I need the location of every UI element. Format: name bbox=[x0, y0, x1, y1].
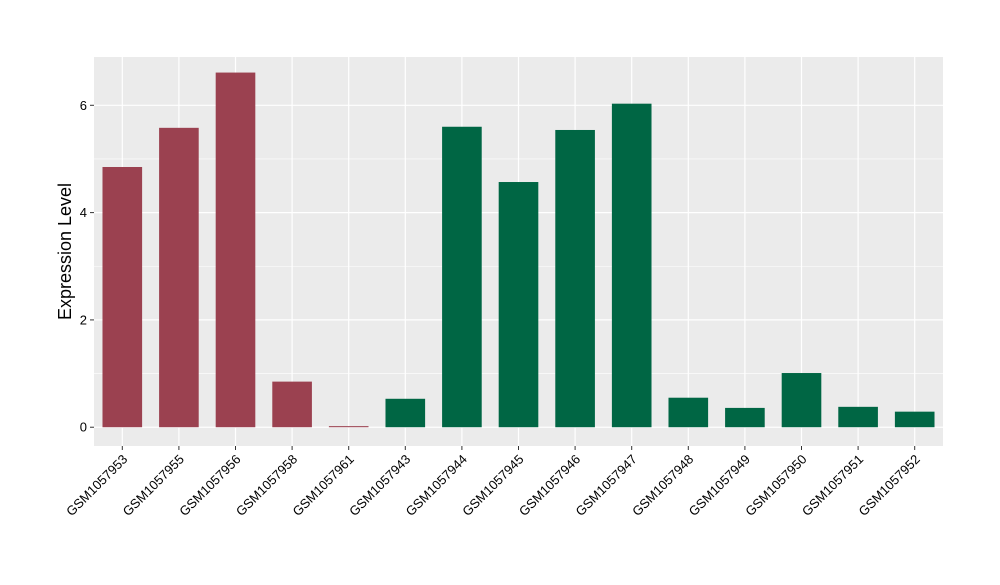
bar-GSM1057949 bbox=[725, 407, 765, 428]
bar-GSM1057956 bbox=[215, 72, 256, 428]
y-axis-title: Expression Level bbox=[55, 183, 75, 320]
bar-GSM1057958 bbox=[272, 381, 312, 428]
y-tick-label: 2 bbox=[80, 312, 87, 327]
bar-GSM1057943 bbox=[385, 398, 426, 428]
bar-GSM1057955 bbox=[159, 127, 199, 428]
bar-GSM1057961 bbox=[328, 426, 369, 428]
bar-GSM1057947 bbox=[611, 103, 652, 428]
bar-layer bbox=[102, 72, 935, 428]
y-tick-label: 4 bbox=[80, 205, 87, 220]
bar-GSM1057948 bbox=[668, 397, 709, 428]
bar-GSM1057945 bbox=[498, 182, 539, 428]
y-tick-label: 0 bbox=[80, 420, 87, 435]
bar-GSM1057944 bbox=[442, 126, 482, 428]
bar-GSM1057953 bbox=[102, 166, 143, 428]
bar-GSM1057946 bbox=[555, 129, 595, 428]
bar-GSM1057950 bbox=[781, 373, 822, 428]
y-tick-label: 6 bbox=[80, 98, 87, 113]
bar-GSM1057952 bbox=[894, 411, 935, 428]
bar-GSM1057951 bbox=[838, 406, 878, 428]
